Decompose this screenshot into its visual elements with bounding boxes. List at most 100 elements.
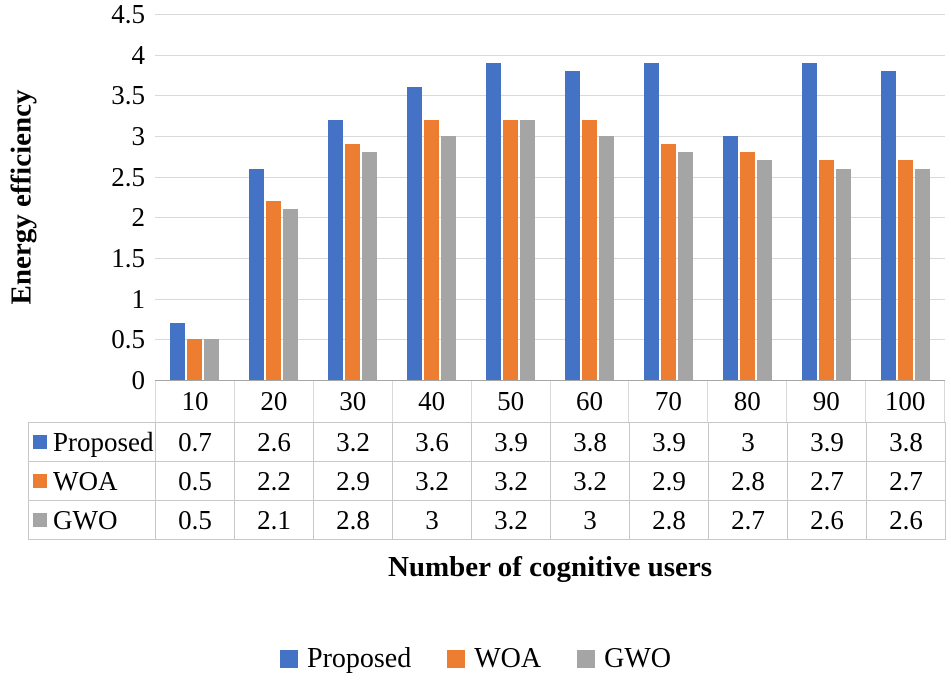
- x-category-label-30: 30: [314, 381, 393, 422]
- bar-proposed-60: [565, 70, 580, 380]
- y-tick-label: 0.5: [111, 324, 145, 355]
- bar-proposed-30: [328, 119, 343, 380]
- x-category-label-40: 40: [393, 381, 472, 422]
- bar-proposed-90: [802, 62, 817, 380]
- y-tick-label: 3: [131, 121, 146, 151]
- table-value-woa-80: 2.8: [709, 462, 788, 501]
- table-value-proposed-80: 3: [709, 423, 788, 462]
- table-value-woa-100: 2.7: [867, 462, 946, 501]
- series-name: GWO: [53, 504, 118, 535]
- table-value-gwo-30: 2.8: [314, 501, 393, 540]
- y-axis-title: Energy efficiency: [5, 89, 38, 305]
- legend-item-gwo: GWO: [577, 643, 671, 675]
- bar-woa-50: [503, 119, 518, 380]
- legend-item-proposed: Proposed: [280, 643, 411, 675]
- x-axis-category-row: 10 20 30 40 50 60 70 80 90 100: [155, 381, 946, 422]
- y-gridline: [155, 339, 945, 341]
- y-gridline: [155, 217, 945, 219]
- legend-swatch-icon: [577, 650, 596, 668]
- legend-label: Proposed: [307, 643, 412, 674]
- legend-swatch-icon: [447, 650, 466, 668]
- bar-gwo-70: [678, 152, 693, 380]
- x-category-label-60: 60: [551, 381, 630, 422]
- bar-proposed-20: [249, 168, 264, 380]
- bar-proposed-50: [486, 62, 501, 380]
- bar-group-40: [392, 14, 471, 380]
- bar-woa-60: [582, 119, 597, 380]
- bar-group-80: [708, 14, 787, 380]
- table-value-gwo-60: 3: [551, 501, 630, 540]
- bar-gwo-60: [599, 136, 614, 380]
- x-category-label-100: 100: [866, 381, 946, 422]
- y-gridline: [155, 258, 945, 259]
- legend-swatch-icon: [280, 650, 298, 668]
- bar-gwo-30: [362, 152, 377, 380]
- y-gridline: [155, 95, 945, 97]
- x-category-label-90: 90: [787, 381, 867, 422]
- table-value-proposed-50: 3.9: [472, 423, 551, 462]
- table-value-proposed-100: 3.8: [867, 423, 946, 462]
- bar-gwo-20: [283, 209, 298, 380]
- table-value-gwo-100: 2.6: [867, 501, 946, 540]
- bar-woa-20: [266, 201, 281, 380]
- bar-group-20: [234, 14, 313, 380]
- x-category-label-20: 20: [235, 381, 314, 422]
- bar-gwo-10: [204, 339, 219, 380]
- series-swatch-icon: [33, 435, 47, 449]
- table-value-proposed-30: 3.2: [314, 423, 393, 462]
- series-swatch-icon: [33, 474, 47, 488]
- table-value-gwo-40: 3: [393, 501, 472, 540]
- table-value-gwo-50: 3.2: [472, 501, 551, 540]
- plot-area: [155, 14, 945, 381]
- y-tick-label: 1: [131, 283, 146, 314]
- y-tick-label: 2.5: [111, 161, 145, 192]
- bar-proposed-40: [407, 87, 422, 380]
- bar-proposed-70: [644, 62, 659, 380]
- y-gridline: [155, 176, 945, 178]
- x-category-label-80: 80: [708, 381, 788, 422]
- table-value-proposed-10: 0.7: [156, 423, 235, 462]
- bar-group-60: [550, 14, 629, 380]
- table-value-woa-20: 2.2: [235, 462, 314, 501]
- y-gridline: [155, 298, 945, 300]
- legend-label: GWO: [604, 643, 671, 674]
- chart-legend: Proposed WOA GWO: [0, 643, 951, 675]
- table-value-gwo-90: 2.6: [788, 501, 867, 540]
- table-row-gwo: GWO 0.5 2.1 2.8 3 3.2 3 2.8 2.7 2.6 2.6: [29, 501, 946, 540]
- series-name: WOA: [53, 465, 118, 496]
- table-row-header-gwo: GWO: [29, 501, 156, 540]
- table-value-woa-10: 0.5: [156, 462, 235, 501]
- bar-group-70: [629, 14, 708, 380]
- table-value-woa-30: 2.9: [314, 462, 393, 501]
- table-row-proposed: Proposed 0.7 2.6 3.2 3.6 3.9 3.8 3.9 3 3.9 3.8: [29, 423, 946, 462]
- bar-woa-90: [819, 160, 834, 380]
- table-value-proposed-40: 3.6: [393, 423, 472, 462]
- bar-woa-30: [345, 144, 360, 380]
- bar-group-90: [787, 14, 866, 380]
- y-tick-label: 2: [131, 202, 146, 233]
- table-value-proposed-20: 2.6: [235, 423, 314, 462]
- x-category-label-70: 70: [629, 381, 709, 422]
- bar-woa-100: [898, 160, 913, 380]
- table-value-gwo-20: 2.1: [235, 501, 314, 540]
- bar-group-10: [155, 14, 234, 380]
- bar-gwo-80: [757, 160, 772, 380]
- bar-gwo-90: [836, 168, 851, 380]
- x-category-label-50: 50: [472, 381, 551, 422]
- x-axis-title: Number of cognitive users: [387, 551, 713, 583]
- bar-woa-40: [424, 119, 439, 380]
- y-tick-label: 4: [131, 39, 146, 70]
- y-tick-label: 4.5: [111, 0, 145, 29]
- y-tick-label: 1.5: [111, 243, 145, 273]
- bar-proposed-10: [170, 323, 185, 380]
- x-category-label-10: 10: [156, 381, 235, 422]
- y-gridline: [155, 136, 945, 137]
- legend-label: WOA: [474, 643, 542, 674]
- table-row-header-woa: WOA: [29, 462, 156, 501]
- table-value-proposed-70: 3.9: [630, 423, 709, 462]
- bar-proposed-80: [723, 136, 738, 380]
- table-value-gwo-70: 2.8: [630, 501, 709, 540]
- table-value-proposed-60: 3.8: [551, 423, 630, 462]
- bar-gwo-40: [441, 136, 456, 380]
